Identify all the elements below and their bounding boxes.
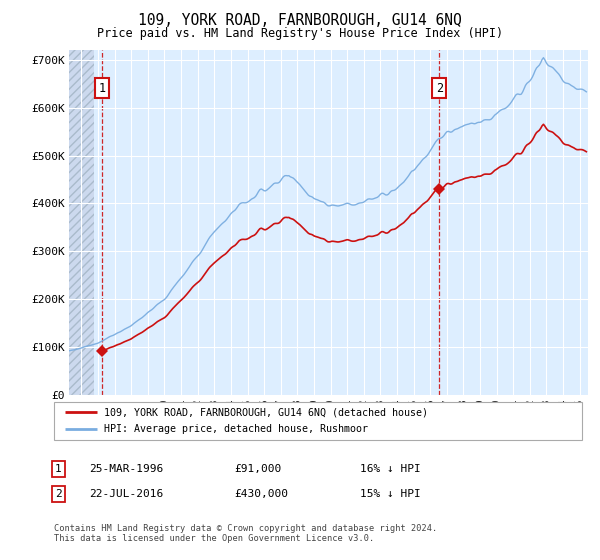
Text: 1: 1 xyxy=(98,82,106,95)
Text: 22-JUL-2016: 22-JUL-2016 xyxy=(89,489,163,499)
Text: 15% ↓ HPI: 15% ↓ HPI xyxy=(360,489,421,499)
Text: 16% ↓ HPI: 16% ↓ HPI xyxy=(360,464,421,474)
Text: 2: 2 xyxy=(436,82,443,95)
Text: £430,000: £430,000 xyxy=(234,489,288,499)
Text: 1: 1 xyxy=(55,464,62,474)
Text: £91,000: £91,000 xyxy=(234,464,281,474)
Text: 109, YORK ROAD, FARNBOROUGH, GU14 6NQ: 109, YORK ROAD, FARNBOROUGH, GU14 6NQ xyxy=(138,13,462,29)
Text: 2: 2 xyxy=(55,489,62,499)
Text: 109, YORK ROAD, FARNBOROUGH, GU14 6NQ (detached house): 109, YORK ROAD, FARNBOROUGH, GU14 6NQ (d… xyxy=(104,407,428,417)
Text: Contains HM Land Registry data © Crown copyright and database right 2024.
This d: Contains HM Land Registry data © Crown c… xyxy=(54,524,437,543)
Text: HPI: Average price, detached house, Rushmoor: HPI: Average price, detached house, Rush… xyxy=(104,424,368,434)
Bar xyxy=(69,50,94,395)
Text: Price paid vs. HM Land Registry's House Price Index (HPI): Price paid vs. HM Land Registry's House … xyxy=(97,27,503,40)
Text: 25-MAR-1996: 25-MAR-1996 xyxy=(89,464,163,474)
